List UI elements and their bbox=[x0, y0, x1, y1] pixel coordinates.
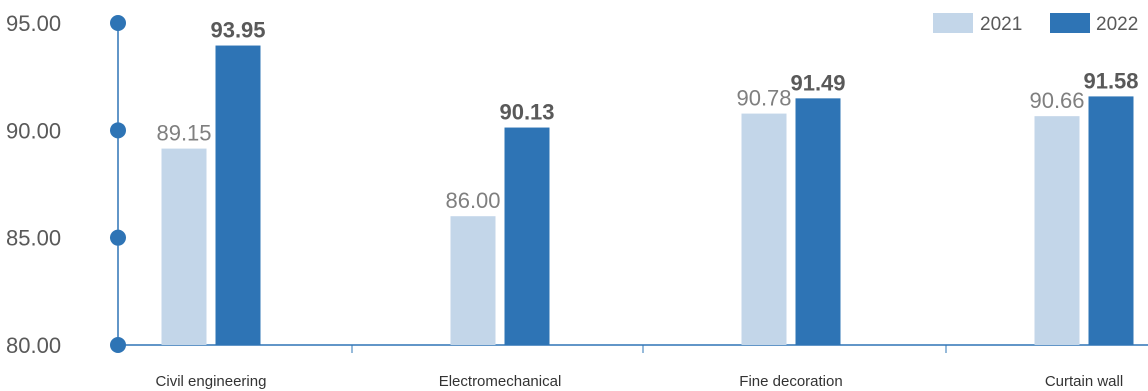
bar-2021-1 bbox=[450, 216, 496, 345]
data-label-2021: 90.78 bbox=[736, 86, 791, 111]
y-tick-dot bbox=[110, 337, 126, 353]
data-label-2022: 91.58 bbox=[1083, 68, 1138, 93]
y-tick-dot bbox=[110, 15, 126, 31]
legend-label-2021: 2021 bbox=[980, 14, 1022, 35]
x-category-label: Fine decoration bbox=[739, 373, 842, 390]
data-label-2021: 90.66 bbox=[1029, 88, 1084, 113]
y-tick-dot bbox=[110, 122, 126, 139]
y-tick-label: 90.00 bbox=[6, 118, 61, 143]
bar-2022-0 bbox=[215, 45, 261, 345]
bar-2021-0 bbox=[161, 148, 207, 345]
data-label-2021: 89.15 bbox=[156, 121, 211, 146]
bar-2022-3 bbox=[1088, 96, 1134, 345]
y-tick-label: 80.00 bbox=[6, 333, 61, 358]
legend-swatch-2022 bbox=[1050, 13, 1090, 33]
legend-label-2022: 2022 bbox=[1096, 14, 1138, 35]
x-category-label: Civil engineering bbox=[156, 373, 267, 390]
bar-2021-3 bbox=[1034, 116, 1080, 345]
y-tick-dot bbox=[110, 229, 126, 246]
data-label-2021: 86.00 bbox=[445, 188, 500, 213]
legend-swatch-2021 bbox=[933, 13, 973, 33]
data-label-2022: 93.95 bbox=[210, 18, 265, 43]
x-category-label: Curtain wall bbox=[1045, 373, 1123, 390]
y-tick-label: 95.00 bbox=[6, 11, 61, 36]
x-category-label: Electromechanical bbox=[439, 373, 562, 390]
data-label-2022: 91.49 bbox=[790, 70, 845, 95]
bar-2022-1 bbox=[504, 127, 550, 345]
bar-2022-2 bbox=[795, 98, 841, 346]
bar-2021-2 bbox=[741, 113, 787, 346]
y-tick-label: 85.00 bbox=[6, 226, 61, 251]
data-label-2022: 90.13 bbox=[499, 100, 554, 125]
